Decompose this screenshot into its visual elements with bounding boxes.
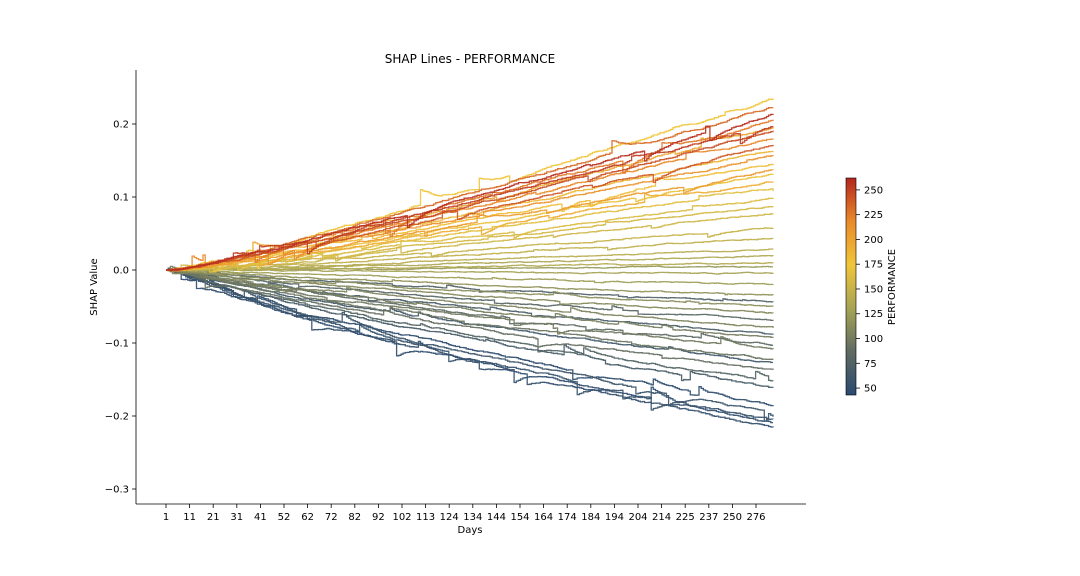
colorbar-tick-label: 125: [864, 309, 883, 320]
colorbar-tick-label: 100: [864, 334, 883, 345]
colorbar-tick-label: 225: [864, 210, 883, 221]
colorbar: [845, 177, 857, 396]
x-tick-label: 41: [254, 512, 267, 523]
x-tick-label: 11: [183, 512, 196, 523]
series-line: [166, 269, 774, 428]
series-line: [166, 269, 774, 382]
colorbar-tick-label: 250: [864, 185, 883, 196]
x-tick-label: 174: [558, 512, 577, 523]
series-line: [166, 269, 774, 361]
x-tick-label: 102: [392, 512, 411, 523]
x-tick-label: 1: [163, 512, 169, 523]
series-line: [166, 269, 774, 422]
colorbar-label: PERFORMANCE: [887, 249, 898, 325]
x-tick-label: 62: [301, 512, 314, 523]
x-tick-label: 164: [534, 512, 553, 523]
x-tick-label: 276: [746, 512, 765, 523]
y-tick-label: 0.2: [113, 120, 129, 131]
series-line: [166, 269, 774, 350]
y-tick-label: 0.1: [113, 193, 129, 204]
chart-title: SHAP Lines - PERFORMANCE: [385, 52, 555, 66]
y-tick-label: −0.3: [105, 485, 129, 496]
y-tick-label: −0.1: [105, 339, 129, 350]
colorbar-tick-label: 50: [864, 384, 877, 395]
y-axis-label: SHAP Value: [89, 258, 100, 315]
colorbar-tick-label: 200: [864, 235, 883, 246]
x-tick-label: 184: [581, 512, 600, 523]
x-tick-label: 72: [325, 512, 338, 523]
x-tick-label: 194: [605, 512, 624, 523]
colorbar-tick-label: 75: [864, 359, 877, 370]
x-tick-label: 134: [463, 512, 482, 523]
y-ticks: 0.2 0.1 0.0 −0.1 −0.2 −0.3: [105, 120, 136, 496]
series-line: [166, 269, 774, 314]
series-line: [166, 269, 774, 322]
series-line: [166, 248, 774, 271]
x-tick-label: 92: [372, 512, 385, 523]
series-group: [166, 98, 774, 428]
x-tick-label: 214: [652, 512, 671, 523]
series-line: [166, 269, 774, 370]
series-line: [166, 106, 774, 272]
x-tick-label: 250: [723, 512, 742, 523]
series-line: [166, 268, 774, 296]
x-tick-label: 124: [440, 512, 459, 523]
series-line: [166, 126, 774, 272]
y-tick-label: 0.0: [113, 266, 129, 277]
x-tick-label: 31: [230, 512, 243, 523]
x-axis-label: Days: [458, 525, 483, 536]
x-tick-label: 237: [699, 512, 718, 523]
colorbar-tick-label: 175: [864, 260, 883, 271]
x-tick-label: 113: [416, 512, 435, 523]
series-line: [166, 155, 774, 272]
x-tick-label: 144: [487, 512, 506, 523]
colorbar-ticks: 250 225 200 175 150 125 100 75 50: [856, 185, 883, 395]
series-line: [166, 269, 774, 286]
x-tick-label: 21: [207, 512, 220, 523]
series-line: [166, 269, 774, 335]
series-line: [166, 262, 774, 272]
x-ticks: 1 11 21 31 41 52 62 72 82 92 102 113 124 134 144 154 164…: [163, 504, 766, 523]
series-line: [166, 98, 774, 273]
x-tick-label: 204: [628, 512, 647, 523]
series-line: [166, 269, 774, 307]
x-tick-label: 225: [676, 512, 695, 523]
series-line: [166, 269, 774, 328]
series-line: [166, 113, 774, 271]
colorbar-tick-label: 150: [864, 284, 883, 295]
series-line: [166, 188, 774, 271]
y-tick-label: −0.2: [105, 412, 129, 423]
series-line: [166, 269, 774, 407]
series-line: [166, 181, 774, 272]
x-tick-label: 82: [348, 512, 361, 523]
x-tick-label: 52: [278, 512, 291, 523]
series-line: [166, 119, 774, 271]
series-line: [166, 197, 774, 273]
x-tick-label: 154: [510, 512, 529, 523]
